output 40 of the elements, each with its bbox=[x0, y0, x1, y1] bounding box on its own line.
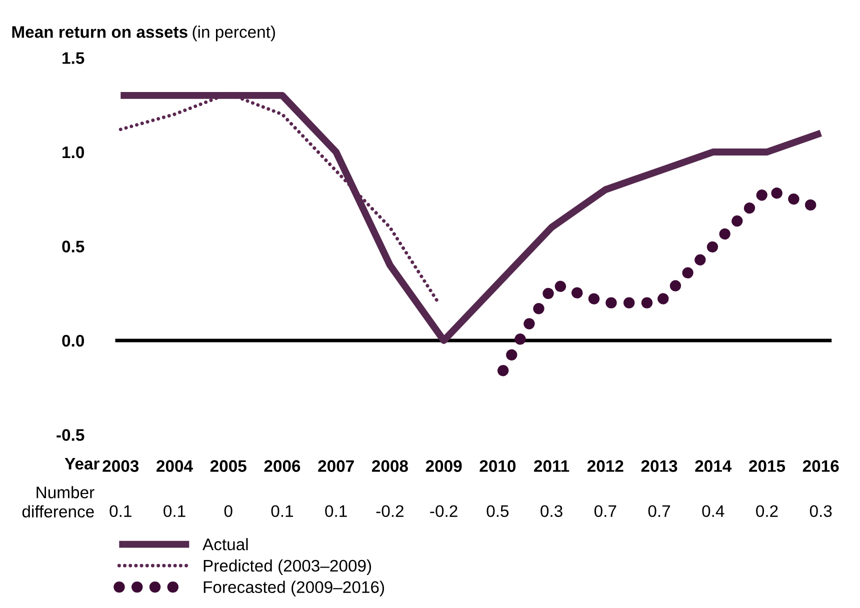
x-tick-label: 2009 bbox=[426, 460, 462, 472]
x-tick-label: 2006 bbox=[264, 460, 300, 472]
chart-subtitle: (in percent) bbox=[192, 26, 275, 42]
legend-label: Forecasted (2009–2016) bbox=[204, 580, 384, 596]
text: -0.2 bbox=[430, 505, 458, 518]
text: 0.3 bbox=[810, 505, 832, 518]
chart-title: Mean return on assets bbox=[12, 26, 188, 38]
text: 0.4 bbox=[702, 505, 724, 518]
y-tick-label: 1.5 bbox=[62, 52, 84, 64]
y-tick-label: 1.0 bbox=[62, 146, 84, 158]
text: 0.3 bbox=[540, 505, 562, 518]
x-tick-label: 2011 bbox=[534, 460, 570, 472]
y-tick-label: -0.5 bbox=[56, 429, 84, 441]
text: Number difference bbox=[22, 486, 94, 518]
x-tick-label: 2016 bbox=[802, 460, 839, 472]
text: 0.5 bbox=[486, 505, 509, 518]
text: 0.1 bbox=[271, 505, 293, 518]
text: -0.2 bbox=[376, 505, 404, 518]
y-tick-label: 0.0 bbox=[62, 334, 84, 347]
text: 0.1 bbox=[110, 505, 132, 518]
text: 0.1 bbox=[164, 505, 186, 518]
x-axis-title: Year bbox=[64, 458, 100, 470]
x-tick-label: 2008 bbox=[372, 460, 408, 472]
y-tick-label: 0.5 bbox=[62, 240, 84, 252]
x-tick-label: 2015 bbox=[749, 460, 786, 472]
x-tick-label: 2012 bbox=[587, 460, 624, 472]
x-tick-label: 2003 bbox=[102, 460, 139, 472]
x-tick-label: 2014 bbox=[695, 460, 732, 472]
legend-label: Predicted (2003–2009) bbox=[204, 559, 372, 575]
text: 0.7 bbox=[648, 505, 670, 518]
x-tick-label: 2007 bbox=[318, 460, 354, 472]
legend-label: Actual bbox=[202, 538, 248, 550]
text: 0.2 bbox=[756, 505, 778, 518]
x-tick-label: 2004 bbox=[156, 460, 193, 472]
x-tick-label: 2013 bbox=[641, 460, 678, 472]
text: 0.1 bbox=[325, 505, 347, 518]
x-tick-label: 2005 bbox=[210, 460, 246, 472]
x-tick-label: 2010 bbox=[480, 460, 516, 472]
text: 0 bbox=[224, 505, 232, 518]
text: 0.7 bbox=[594, 505, 616, 518]
